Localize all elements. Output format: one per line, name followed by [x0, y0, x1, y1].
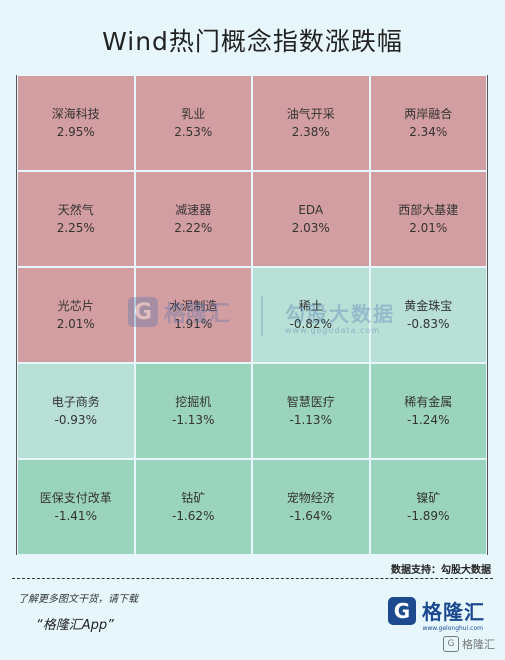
concept-name: EDA [298, 202, 324, 217]
concept-name: 减速器 [175, 202, 212, 217]
concept-tile: 钴矿 -1.62% [134, 459, 252, 555]
concept-name: 医保支付改革 [39, 490, 112, 505]
concept-tile: 两岸融合 2.34% [369, 75, 487, 171]
concept-name: 天然气 [57, 202, 94, 217]
concept-change: -1.89% [407, 508, 450, 523]
concept-tile: 医保支付改革 -1.41% [17, 459, 135, 555]
concept-change: -1.13% [289, 412, 332, 427]
concept-tile: 西部大基建 2.01% [369, 171, 487, 267]
concept-name: 稀有金属 [404, 394, 453, 409]
concept-tile: 深海科技 2.95% [17, 75, 135, 171]
corner-watermark-text: 格隆汇 [462, 638, 495, 651]
watermark-right-url: www.gogudata.com [285, 326, 381, 335]
logo-url: www.gelonghui.com [422, 625, 483, 632]
concept-tile: 智慧医疗 -1.13% [252, 363, 370, 459]
corner-watermark: G 格隆汇 [443, 636, 495, 652]
g-logo-icon: G [388, 596, 416, 625]
concept-change: 2.38% [291, 124, 330, 139]
data-source: 数据支持：勾股大数据 [391, 565, 491, 576]
concept-change: 2.03% [291, 220, 330, 235]
concept-name: 深海科技 [51, 106, 100, 121]
concept-name: 光芯片 [57, 298, 94, 313]
concept-tile: 天然气 2.25% [17, 171, 135, 267]
concept-change: -1.41% [54, 508, 97, 523]
concept-tile: 光芯片 2.01% [17, 267, 135, 363]
logo-text: 格隆汇 [422, 600, 485, 624]
concept-name: 黄金珠宝 [404, 298, 453, 313]
concept-tile: 镍矿 -1.89% [369, 459, 487, 555]
concept-change: 2.01% [409, 220, 448, 235]
concept-tile: 宠物经济 -1.64% [252, 459, 370, 555]
concept-change: 2.22% [174, 220, 213, 235]
concept-change: -1.24% [407, 412, 450, 427]
concept-tile: EDA 2.03% [252, 171, 370, 267]
concept-tile: 油气开采 2.38% [252, 75, 370, 171]
watermark-divider [261, 296, 263, 336]
concept-change: 2.34% [409, 124, 448, 139]
footer-app-name: “格隆汇App” [36, 618, 114, 633]
concept-change: -0.82% [289, 316, 332, 331]
concept-tile: 水泥制造 1.91% [134, 267, 252, 363]
concept-tile: 减速器 2.22% [134, 171, 252, 267]
concept-tile: 稀土 -0.82% [252, 267, 370, 363]
concept-change: -0.93% [54, 412, 97, 427]
concept-name: 水泥制造 [169, 298, 218, 313]
concept-change: -0.83% [407, 316, 450, 331]
concept-change: 2.95% [56, 124, 95, 139]
concept-tile: 挖掘机 -1.13% [134, 363, 252, 459]
concept-change: -1.62% [172, 508, 215, 523]
treemap-grid: 深海科技 2.95% 乳业 2.53% 油气开采 2.38% 两岸融合 2.34% 天然气 2.2… [16, 75, 488, 555]
concept-change: 2.01% [56, 316, 95, 331]
concept-name: 电子商务 [51, 394, 100, 409]
page-title: Wind热门概念指数涨跌幅 [102, 27, 403, 56]
concept-name: 挖掘机 [175, 394, 212, 409]
footer-divider [12, 578, 493, 579]
concept-name: 西部大基建 [398, 202, 459, 217]
concept-name: 油气开采 [286, 106, 335, 121]
concept-change: 1.91% [174, 316, 213, 331]
concept-name: 宠物经济 [286, 490, 335, 505]
concept-tile: 电子商务 -0.93% [17, 363, 135, 459]
concept-name: 两岸融合 [404, 106, 453, 121]
concept-name: 镍矿 [416, 490, 441, 505]
concept-tile: 黄金珠宝 -0.83% [369, 267, 487, 363]
concept-name: 钴矿 [181, 490, 206, 505]
concept-tile: 稀有金属 -1.24% [369, 363, 487, 459]
concept-change: 2.25% [56, 220, 95, 235]
concept-change: -1.13% [172, 412, 215, 427]
g-logo-icon: G [443, 636, 459, 652]
concept-name: 智慧医疗 [286, 394, 335, 409]
footer-download-text: 了解更多图文干货，请下载 [18, 594, 138, 605]
concept-change: -1.64% [289, 508, 332, 523]
gelonghui-logo: G 格隆汇 [388, 596, 485, 625]
concept-tile: 乳业 2.53% [134, 75, 252, 171]
concept-change: 2.53% [174, 124, 213, 139]
concept-name: 稀土 [298, 298, 323, 313]
concept-name: 乳业 [181, 106, 206, 121]
